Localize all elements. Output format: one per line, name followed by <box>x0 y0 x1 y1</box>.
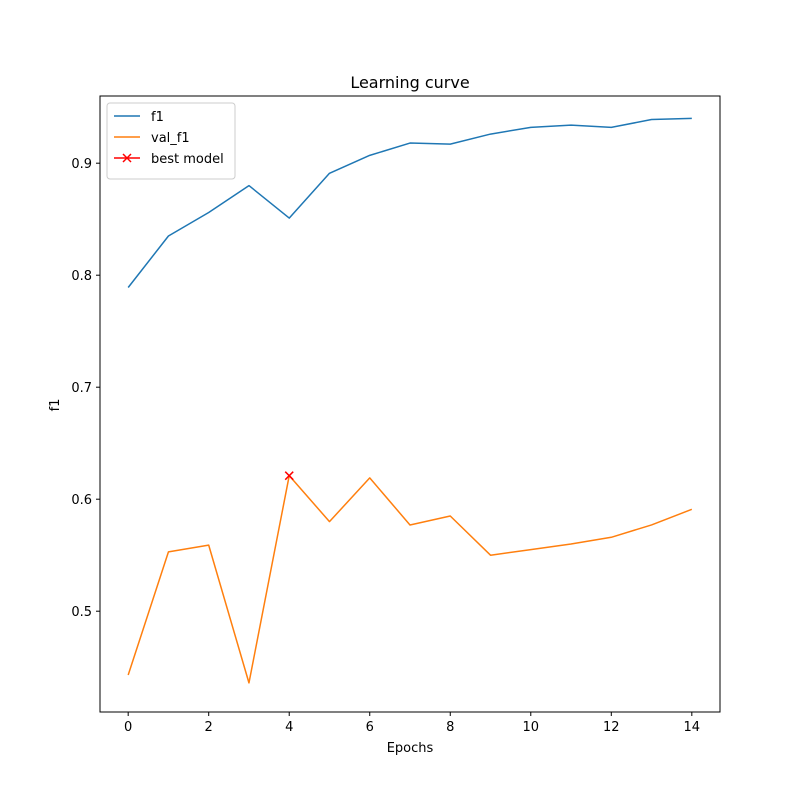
x-axis-label: Epochs <box>387 741 434 756</box>
x-tick-label: 2 <box>205 720 213 735</box>
legend-label: val_f1 <box>151 131 190 146</box>
y-tick-label: 0.8 <box>71 269 92 284</box>
y-tick-label: 0.7 <box>71 381 92 396</box>
legend-box <box>106 102 236 180</box>
best-model-marker <box>284 471 294 481</box>
legend-item-val-f1: val_f1 <box>114 131 190 146</box>
legend-marker-stroke <box>122 153 132 163</box>
x-tick-label: 10 <box>523 720 540 735</box>
y-tick-label: 0.9 <box>71 157 92 172</box>
series-line-val-f1 <box>127 474 693 684</box>
best-model-marker-stroke <box>284 471 294 481</box>
legend-item-best-model: best model <box>114 152 224 167</box>
x-tick-label: 14 <box>684 720 701 735</box>
plot-area <box>99 95 721 713</box>
y-tick-label: 0.6 <box>71 493 92 508</box>
legend-label: f1 <box>151 110 164 125</box>
x-tick-label: 8 <box>446 720 454 735</box>
chart-title: Learning curve <box>350 73 469 92</box>
x-tick-label: 0 <box>124 720 132 735</box>
axes-frame <box>99 95 721 713</box>
x-tick-label: 6 <box>366 720 374 735</box>
y-axis-label: f1 <box>48 399 63 412</box>
x-tick-label: 4 <box>285 720 293 735</box>
legend-label: best model <box>151 152 224 167</box>
series-line-f1 <box>127 117 692 288</box>
y-axis-ticks: 0.5 0.6 0.7 0.8 0.9 <box>71 157 100 620</box>
y-tick-label: 0.5 <box>71 605 92 620</box>
x-axis-ticks: 0 2 4 6 8 10 12 14 <box>124 712 700 735</box>
x-tick-label: 12 <box>603 720 620 735</box>
legend-item-f1: f1 <box>114 110 164 125</box>
